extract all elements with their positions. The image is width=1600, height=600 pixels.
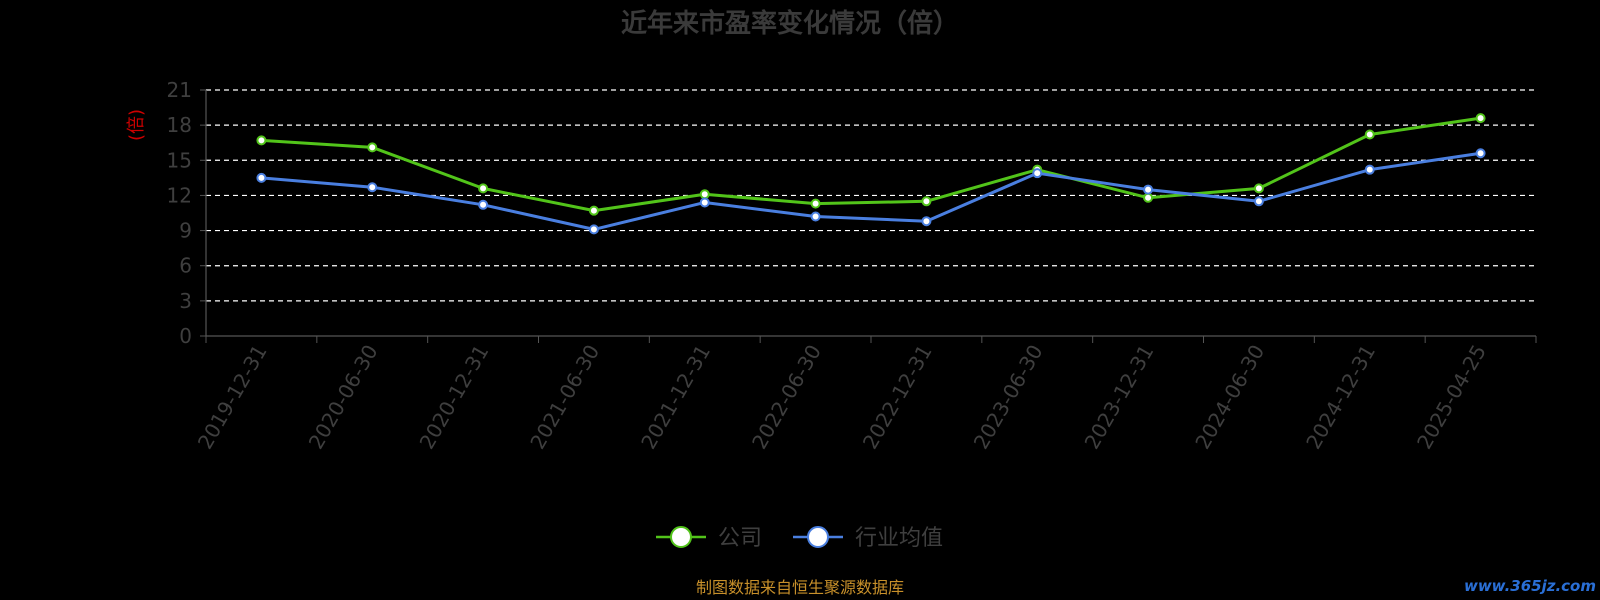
grid-lines <box>206 89 1536 302</box>
y-tick-label: 6 <box>179 254 192 278</box>
data-point[interactable] <box>699 189 710 200</box>
legend-label: 行业均值 <box>855 526 943 551</box>
x-tick-label: 2022-06-30 <box>747 341 826 454</box>
chart-title: 近年来市盈率变化情况（倍） <box>621 8 959 39</box>
series-lines <box>256 113 1486 235</box>
data-point[interactable] <box>810 211 821 222</box>
y-tick-label: 9 <box>179 219 192 243</box>
legend-item-0[interactable]: 公司 <box>656 526 762 551</box>
y-tick-label: 21 <box>167 78 192 102</box>
x-tick-label: 2024-12-31 <box>1301 341 1380 454</box>
data-point[interactable] <box>588 205 599 216</box>
data-point[interactable] <box>367 142 378 153</box>
data-point[interactable] <box>1143 192 1154 203</box>
data-point[interactable] <box>921 216 932 227</box>
y-tick-label: 0 <box>179 324 192 348</box>
x-tick-label: 2024-06-30 <box>1190 341 1269 454</box>
data-point[interactable] <box>588 224 599 235</box>
legend-item-1[interactable]: 行业均值 <box>793 526 943 551</box>
data-point[interactable] <box>921 196 932 207</box>
data-point[interactable] <box>1364 164 1375 175</box>
data-point[interactable] <box>699 197 710 208</box>
x-tick-label: 2021-06-30 <box>525 341 604 454</box>
y-tick-label: 3 <box>179 289 192 313</box>
x-tick-label: 2022-12-31 <box>858 341 937 454</box>
data-point[interactable] <box>256 135 267 146</box>
data-point[interactable] <box>367 182 378 193</box>
x-tick-label: 2019-12-31 <box>193 341 272 454</box>
source-note: 制图数据来自恒生聚源数据库 <box>696 578 904 597</box>
series-line-1 <box>261 151 1481 231</box>
series-line-0 <box>261 116 1481 213</box>
legend-marker <box>807 526 829 548</box>
x-tick-label: 2023-12-31 <box>1080 341 1159 454</box>
y-tick-label: 15 <box>167 148 192 172</box>
data-point[interactable] <box>478 199 489 210</box>
y-tick-label: 12 <box>167 183 192 207</box>
legend-marker <box>670 526 692 548</box>
data-point[interactable] <box>1475 113 1486 124</box>
data-point[interactable] <box>1253 196 1264 207</box>
legend-label: 公司 <box>718 526 762 551</box>
data-point[interactable] <box>810 198 821 209</box>
x-tick-label: 2023-06-30 <box>969 341 1048 454</box>
data-point[interactable] <box>1475 148 1486 159</box>
x-tick-label: 2021-12-31 <box>636 341 715 454</box>
data-point[interactable] <box>1364 129 1375 140</box>
x-tick-label: 2020-06-30 <box>304 341 383 454</box>
data-point[interactable] <box>256 172 267 183</box>
x-tick-label: 2025-04-25 <box>1412 341 1491 454</box>
data-point[interactable] <box>1253 183 1264 194</box>
y-tick-label: 18 <box>167 113 192 137</box>
data-point[interactable] <box>1143 184 1154 195</box>
data-point[interactable] <box>1032 168 1043 179</box>
x-tick-label: 2020-12-31 <box>415 341 494 454</box>
y-axis-label: (倍) <box>126 109 147 141</box>
watermark: www.365jz.com <box>1464 577 1596 595</box>
legend: 公司 行业均值 <box>656 526 943 551</box>
data-point[interactable] <box>478 183 489 194</box>
